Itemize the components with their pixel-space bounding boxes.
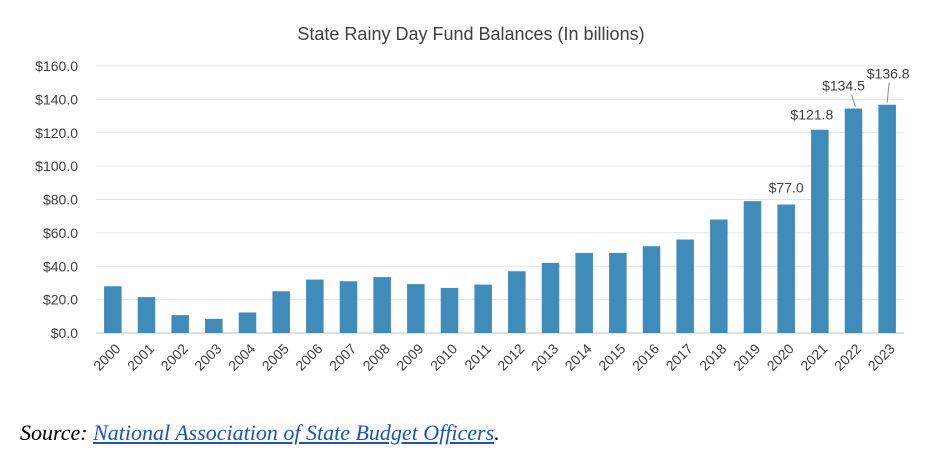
x-tick-label: 2017	[663, 340, 696, 373]
bar-2011	[474, 284, 492, 333]
x-tick-label: 2000	[90, 340, 123, 373]
x-tick-label: 2020	[764, 340, 797, 373]
data-label: $136.8	[867, 66, 910, 82]
x-tick-label: 2005	[259, 340, 292, 373]
source-note: Source: National Association of State Bu…	[20, 420, 500, 446]
x-tick-label: 2013	[528, 340, 561, 373]
x-tick-label: 2019	[730, 340, 763, 373]
source-suffix: .	[494, 420, 500, 445]
y-tick-label: $80.0	[43, 192, 78, 208]
y-axis: $0.0 $20.0 $40.0 $60.0 $80.0 $100.0 $120.0 $140…	[35, 58, 78, 341]
data-label: $77.0	[769, 180, 804, 196]
bars	[104, 104, 896, 333]
source-link[interactable]: National Association of State Budget Off…	[93, 420, 495, 445]
bar-2006	[306, 279, 324, 333]
bar-2017	[676, 239, 694, 333]
x-tick-label: 2001	[124, 340, 157, 373]
data-label: $121.8	[790, 107, 833, 123]
x-tick-label: 2023	[865, 340, 898, 373]
bar-2007	[339, 281, 358, 333]
bar-2021	[811, 129, 829, 333]
source-prefix: Source:	[20, 420, 94, 445]
bar-2005	[272, 291, 290, 333]
x-tick-label: 2007	[326, 340, 359, 373]
bar-2012	[508, 271, 526, 333]
chart: State Rainy Day Fund Balances (In billio…	[35, 24, 910, 374]
bar-2002	[171, 315, 189, 333]
x-axis: 2000 2001 2002 2003 2004 2005 2006 2007 2008 2009…	[90, 340, 898, 373]
bar-2013	[541, 262, 560, 333]
y-tick-label: $100.0	[35, 158, 78, 174]
x-tick-label: 2016	[629, 340, 662, 373]
bar-2019	[743, 201, 762, 333]
x-tick-label: 2012	[494, 340, 527, 373]
bar-2022	[844, 108, 863, 333]
bar-2008	[373, 277, 391, 333]
bar-2000	[104, 286, 122, 333]
x-tick-label: 2010	[427, 340, 460, 373]
bar-2023	[878, 104, 896, 333]
bar-2009	[407, 284, 425, 333]
bar-2014	[575, 252, 593, 333]
y-tick-label: $0.0	[51, 325, 78, 341]
leader-line	[886, 82, 890, 103]
x-tick-label: 2014	[562, 340, 595, 373]
y-tick-label: $160.0	[35, 58, 78, 74]
bar-2001	[137, 297, 156, 333]
leader-line	[851, 94, 856, 107]
y-tick-label: $60.0	[43, 225, 78, 241]
x-tick-label: 2018	[696, 340, 729, 373]
x-tick-label: 2008	[360, 340, 393, 373]
x-tick-label: 2006	[292, 340, 325, 373]
bar-2004	[238, 312, 257, 333]
bar-2003	[205, 318, 223, 333]
x-tick-label: 2003	[191, 340, 224, 373]
x-tick-label: 2009	[393, 340, 426, 373]
gridlines	[96, 65, 904, 334]
data-labels: $77.0 $121.8 $134.5$136.8	[769, 66, 910, 196]
bar-2018	[710, 219, 728, 333]
x-tick-label: 2015	[595, 340, 628, 373]
x-tick-label: 2011	[461, 340, 494, 373]
y-tick-label: $20.0	[43, 292, 78, 308]
y-tick-label: $140.0	[35, 91, 78, 107]
bar-2010	[440, 287, 459, 333]
x-tick-label: 2021	[797, 340, 830, 373]
y-tick-label: $40.0	[43, 258, 78, 274]
chart-title: State Rainy Day Fund Balances (In billio…	[297, 24, 644, 44]
x-tick-label: 2022	[831, 340, 864, 373]
bar-2020	[777, 204, 795, 333]
y-tick-label: $120.0	[35, 125, 78, 141]
data-label: $134.5	[822, 78, 865, 94]
bar-2015	[609, 252, 627, 333]
x-tick-label: 2002	[158, 340, 191, 373]
x-tick-label: 2004	[225, 340, 258, 373]
bar-2016	[642, 246, 661, 333]
